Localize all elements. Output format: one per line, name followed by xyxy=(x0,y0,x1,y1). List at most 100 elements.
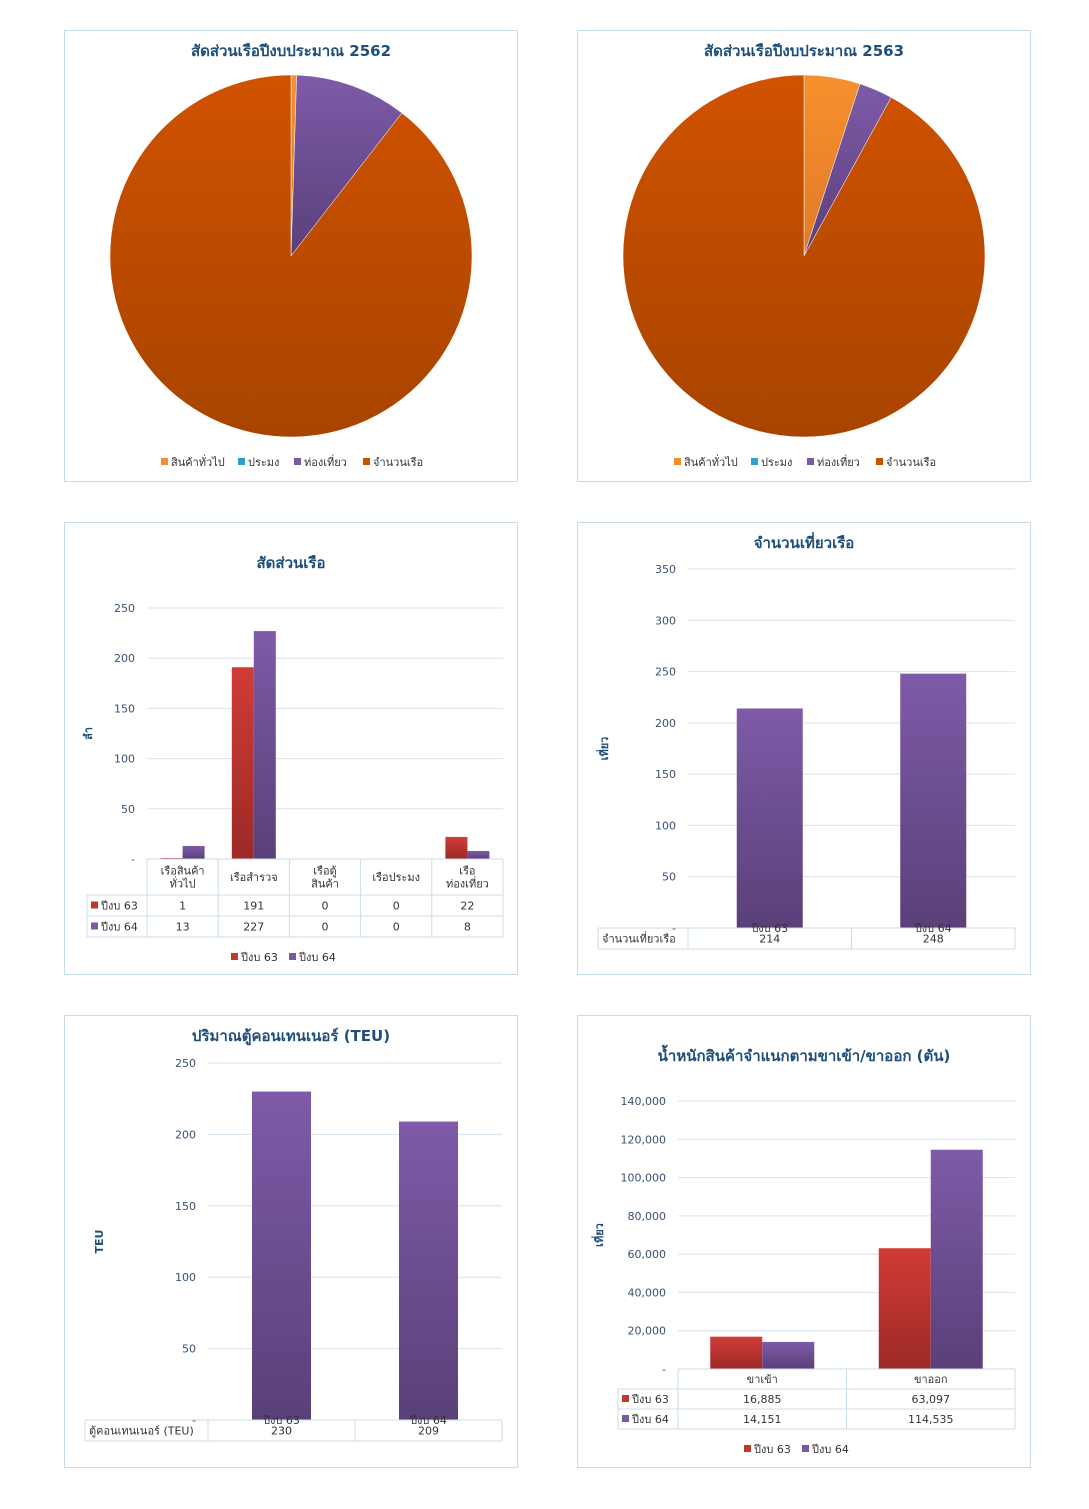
panel-pie-2562: สัดส่วนเรือปีงบประมาณ 2562 สินค้าทั่วไป ปร… xyxy=(64,30,518,482)
y-tick-label: 120,000 xyxy=(621,1133,667,1146)
table-column-header: เรือ xyxy=(459,865,475,878)
y-tick-label: 80,000 xyxy=(628,1210,667,1223)
legend-label: สินค้าทั่วไป xyxy=(171,454,225,469)
y-tick-label: 40,000 xyxy=(628,1286,667,1299)
table-cell: 227 xyxy=(243,921,264,934)
table-cell: 214 xyxy=(759,933,780,946)
chart-title: สัดส่วนเรือปีงบประมาณ 2562 xyxy=(191,42,391,60)
y-tick-label: 150 xyxy=(655,768,676,781)
pie-slice xyxy=(622,74,986,438)
y-tick-label: - xyxy=(131,853,135,866)
table-column-header: ปีงบ 64 xyxy=(409,1414,447,1427)
table-column-header: เรือประมง xyxy=(372,871,420,884)
legend-swatch xyxy=(91,901,98,909)
table-cell: 209 xyxy=(418,1425,439,1438)
legend-swatch xyxy=(231,953,238,960)
table-column-header: ปีงบ 63 xyxy=(262,1414,300,1427)
bar xyxy=(467,850,490,859)
table-column-header: เรือสำรวจ xyxy=(230,871,278,884)
y-tick-label: 200 xyxy=(114,652,135,665)
y-tick-label: 250 xyxy=(175,1057,196,1070)
table-cell: 114,535 xyxy=(908,1413,954,1426)
panel-ship-ratio: สัดส่วนเรือ -50 100 150 200 250 ลำ เรือสินค้า ทั… xyxy=(64,522,518,975)
y-tick-label: 150 xyxy=(114,702,135,715)
bar xyxy=(900,673,967,928)
bar xyxy=(252,1091,311,1420)
y-tick-label: 150 xyxy=(175,1200,196,1213)
legend-swatch xyxy=(674,458,681,465)
table-row-header: ปีงบ 64 xyxy=(100,921,138,934)
panel-pie-2563: สัดส่วนเรือปีงบประมาณ 2563 สินค้าทั่วไป ปร… xyxy=(577,30,1031,482)
table-column-header: ทั่วไป xyxy=(170,876,196,891)
table-cell: 22 xyxy=(460,900,474,913)
table-cell: 16,885 xyxy=(743,1393,782,1406)
table-column-header: เรือตู้ xyxy=(313,865,336,878)
legend-swatch xyxy=(289,953,296,960)
table-cell: 248 xyxy=(923,933,944,946)
table-row-header: ปีงบ 63 xyxy=(100,900,138,913)
y-tick-label: 50 xyxy=(182,1343,196,1356)
chart-title: จำนวนเที่ยวเรือ xyxy=(754,532,855,552)
legend-swatch xyxy=(744,1445,751,1452)
panel-cargo-weight: น้ำหนักสินค้าจำแนกตามขาเข้า/ขาออก (ตัน) -… xyxy=(577,1015,1031,1468)
legend-label: ปีงบ 64 xyxy=(298,951,336,964)
bar-chart-cargo-weight: น้ำหนักสินค้าจำแนกตามขาเข้า/ขาออก (ตัน) -… xyxy=(591,1044,1016,1456)
legend-label: ประมง xyxy=(248,456,279,469)
table-column-header: ปีงบ 63 xyxy=(750,922,788,935)
legend-swatch xyxy=(363,458,370,465)
chart-title: น้ำหนักสินค้าจำแนกตามขาเข้า/ขาออก (ตัน) xyxy=(658,1044,951,1065)
table-row-header: ตู้คอนเทนเนอร์ (TEU) xyxy=(89,1425,194,1438)
y-tick-label: 200 xyxy=(175,1128,196,1141)
table-column-header: ท่องเที่ยว xyxy=(446,876,489,891)
bar xyxy=(710,1336,763,1369)
table-cell: 0 xyxy=(322,900,329,913)
y-tick-label: 100 xyxy=(655,819,676,832)
y-tick-label: 300 xyxy=(655,614,676,627)
y-tick-label: 250 xyxy=(114,602,135,615)
table-cell: 14,151 xyxy=(743,1413,782,1426)
legend-swatch xyxy=(622,1415,629,1422)
legend-swatch xyxy=(751,458,758,465)
legend-swatch xyxy=(876,458,883,465)
y-tick-label: - xyxy=(662,1363,666,1376)
legend-label: จำนวนเรือ xyxy=(373,456,423,469)
table-cell: 1 xyxy=(179,900,186,913)
table-column-header: ปีงบ 64 xyxy=(914,922,952,935)
table-cell: 13 xyxy=(176,921,190,934)
bar-chart-ship-ratio: สัดส่วนเรือ-50100150200250ลำเรือสินค้าทั… xyxy=(82,554,504,964)
y-axis-label: TEU xyxy=(93,1230,106,1254)
table-cell: 0 xyxy=(393,921,400,934)
chart-title: สัดส่วนเรือปีงบประมาณ 2563 xyxy=(704,42,904,60)
table-column-header: สินค้า xyxy=(311,878,339,891)
table-row-header: จำนวนเที่ยวเรือ xyxy=(602,931,676,946)
bar xyxy=(160,857,183,859)
bar xyxy=(445,836,468,859)
panel-ship-trips: จำนวนเที่ยวเรือ-50100150200250300350เที่… xyxy=(577,522,1031,975)
y-tick-label: 100,000 xyxy=(621,1172,667,1185)
bar xyxy=(231,667,254,859)
legend-label: ท่องเที่ยว xyxy=(304,454,347,469)
y-axis-label: ลำ xyxy=(82,727,95,740)
pie-chart-2563: สัดส่วนเรือปีงบประมาณ 2563 สินค้าทั่วไป ปร… xyxy=(622,42,986,469)
y-tick-label: 100 xyxy=(114,753,135,766)
legend-swatch xyxy=(807,458,814,465)
bar-chart-ship-trips: จำนวนเที่ยวเรือ-50100150200250300350เที่… xyxy=(596,532,1016,950)
table-cell: 8 xyxy=(464,921,471,934)
panel-teu: ปริมาณตู้คอนเทนเนอร์ (TEU)-5010015020025… xyxy=(64,1015,518,1468)
y-tick-label: 100 xyxy=(175,1271,196,1284)
table-cell: 63,097 xyxy=(912,1393,951,1406)
chart-title: สัดส่วนเรือ xyxy=(257,554,326,572)
bar xyxy=(399,1121,458,1420)
legend-swatch xyxy=(238,458,245,465)
bar xyxy=(762,1341,815,1369)
y-tick-label: 140,000 xyxy=(621,1095,667,1108)
legend-swatch xyxy=(802,1445,809,1452)
legend-swatch xyxy=(622,1395,629,1402)
legend-swatch xyxy=(294,458,301,465)
legend-label: ท่องเที่ยว xyxy=(817,454,860,469)
y-tick-label: 60,000 xyxy=(628,1248,667,1261)
legend-swatch xyxy=(91,922,98,930)
bar xyxy=(736,708,803,928)
legend-label: ปีงบ 64 xyxy=(811,1443,849,1456)
y-tick-label: 250 xyxy=(655,666,676,679)
